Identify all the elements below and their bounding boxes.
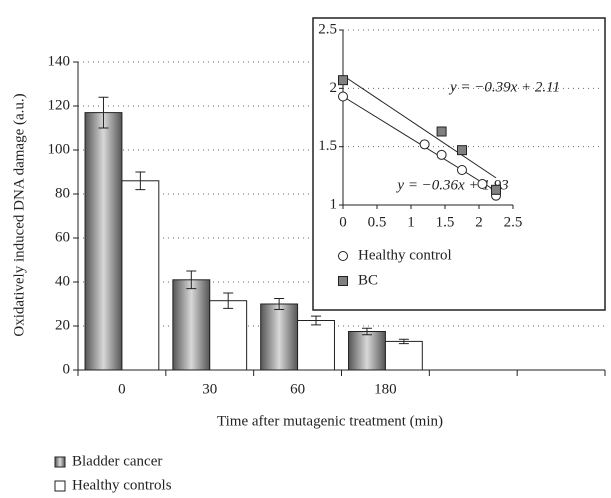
y-tick-label: 1.5 bbox=[318, 138, 337, 154]
error-bar bbox=[98, 96, 109, 129]
legend-label: Healthy controls bbox=[72, 477, 172, 493]
x-tick-label: 30 bbox=[202, 381, 217, 397]
error-bar bbox=[186, 270, 197, 290]
y-tick-label: 1 bbox=[330, 196, 338, 212]
y-tick-label: 0 bbox=[63, 361, 71, 377]
point bbox=[338, 75, 348, 86]
bar bbox=[172, 279, 211, 371]
x-tick-label: 60 bbox=[290, 381, 305, 397]
error-bar bbox=[398, 338, 409, 345]
legend-marker bbox=[338, 276, 348, 286]
bar bbox=[297, 320, 335, 371]
point bbox=[419, 139, 430, 150]
x-tick-label: 2 bbox=[475, 214, 483, 230]
fit-line bbox=[342, 96, 497, 192]
error-bar bbox=[274, 298, 285, 310]
bar bbox=[121, 180, 160, 371]
point bbox=[338, 91, 348, 102]
y-tick-label: 140 bbox=[48, 53, 71, 69]
point bbox=[477, 179, 488, 189]
y-tick-label: 60 bbox=[55, 229, 70, 245]
fit-label: y = −0.39x + 2.11 bbox=[448, 79, 560, 95]
bar bbox=[348, 331, 386, 371]
y-axis-label: Oxidatively induced DNA damage (a.u.) bbox=[11, 93, 27, 336]
point bbox=[436, 149, 447, 160]
error-bar bbox=[135, 171, 146, 191]
x-tick-label: 1.5 bbox=[436, 214, 455, 230]
legend-label: Healthy control bbox=[358, 247, 452, 263]
x-tick-label: 0 bbox=[339, 214, 347, 230]
inset-frame bbox=[312, 17, 606, 311]
x-tick-label: 0.5 bbox=[368, 214, 387, 230]
legend-marker bbox=[338, 251, 348, 261]
error-bar bbox=[223, 292, 234, 309]
error-bar bbox=[311, 315, 322, 326]
legend-label: Bladder cancer bbox=[72, 453, 162, 469]
y-tick-label: 120 bbox=[48, 97, 71, 113]
point bbox=[457, 145, 467, 156]
y-tick-label: 20 bbox=[55, 317, 70, 333]
point bbox=[457, 165, 467, 175]
y-tick-label: 100 bbox=[48, 141, 71, 157]
legend-label: BC bbox=[358, 272, 378, 288]
bar bbox=[209, 300, 248, 371]
bar bbox=[84, 112, 123, 371]
point bbox=[436, 126, 447, 137]
y-tick-label: 80 bbox=[55, 185, 70, 201]
x-axis-label: Time after mutagenic treatment (min) bbox=[217, 413, 443, 429]
error-bar bbox=[361, 327, 372, 336]
bar bbox=[384, 340, 423, 371]
y-tick-label: 2.5 bbox=[318, 21, 337, 37]
x-tick-label: 2.5 bbox=[504, 214, 523, 230]
fit-line bbox=[342, 75, 497, 179]
legend-swatch bbox=[54, 456, 66, 468]
y-tick-label: 40 bbox=[55, 273, 70, 289]
x-tick-label: 1 bbox=[407, 214, 415, 230]
bar bbox=[260, 303, 299, 371]
point bbox=[491, 184, 501, 195]
x-tick-label: 180 bbox=[374, 381, 397, 397]
legend-swatch bbox=[54, 480, 66, 492]
y-tick-label: 2 bbox=[330, 80, 338, 96]
x-tick-label: 0 bbox=[118, 381, 126, 397]
